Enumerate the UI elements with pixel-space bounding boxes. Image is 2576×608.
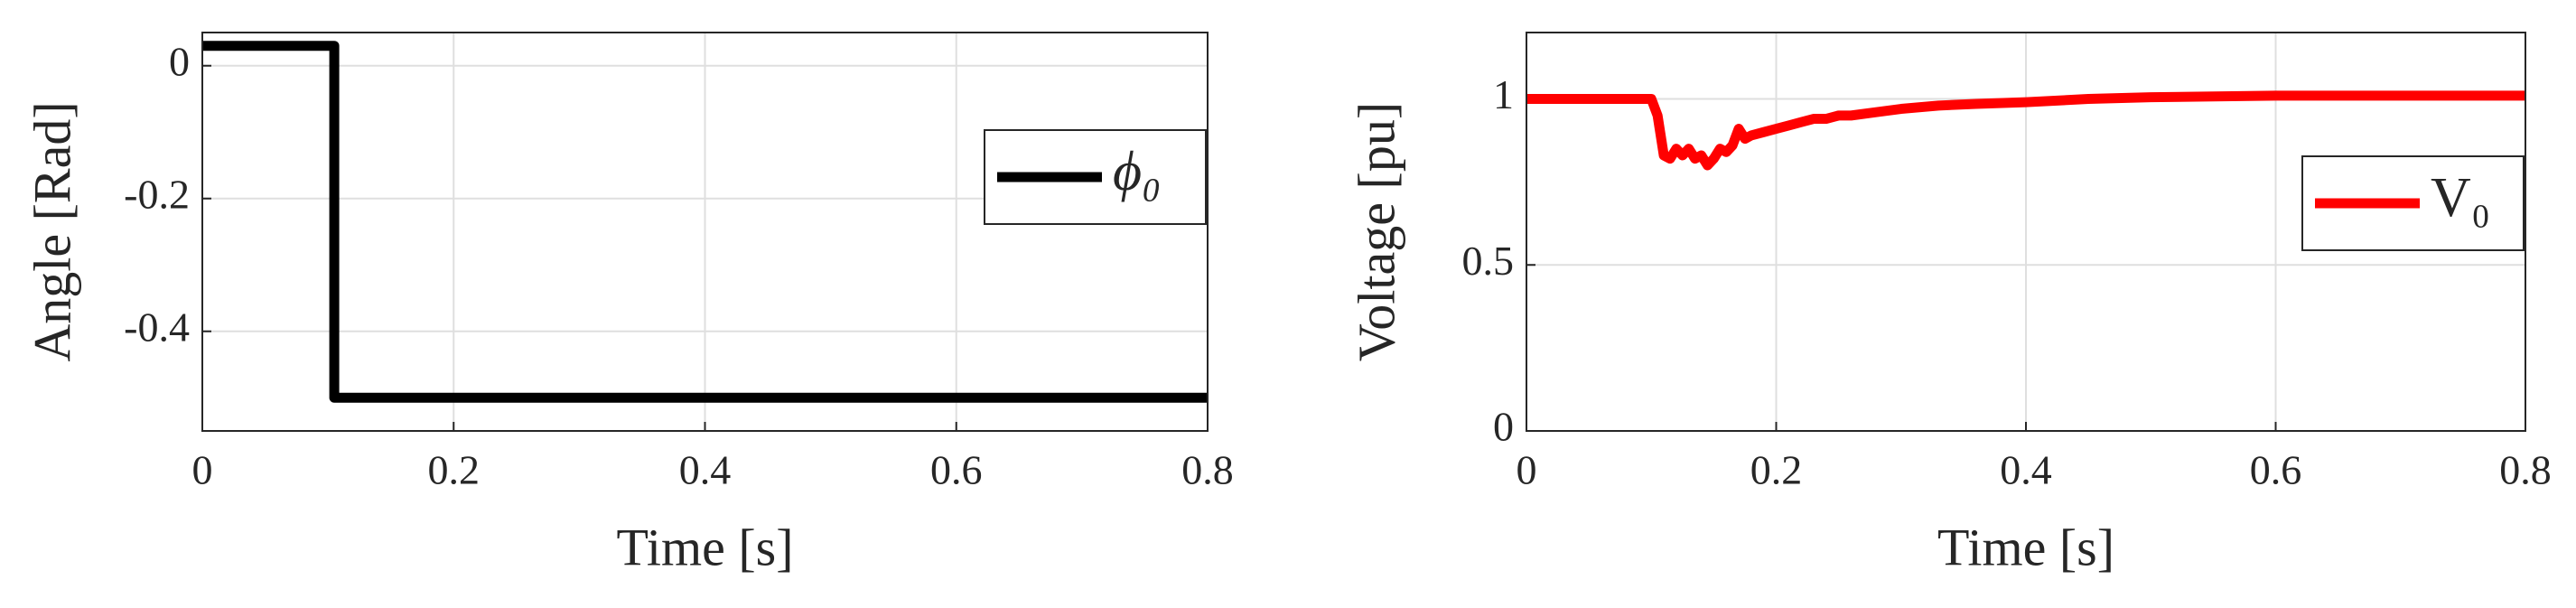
data-line: [202, 41, 1208, 403]
y-axis-label: Angle [Rad]: [23, 101, 81, 361]
axes-box: [201, 32, 1209, 432]
x-tick-label: 0: [192, 447, 213, 493]
x-tick-label: 0.8: [2499, 447, 2552, 493]
x-tick-label: 0.4: [2000, 447, 2052, 493]
x-tick-label: 0.6: [930, 447, 983, 493]
axes-box: [1526, 32, 2526, 432]
y-tick-label: 0.5: [1462, 238, 1515, 284]
x-tick-label: 0.6: [2250, 447, 2302, 493]
y-tick-label: 1: [1493, 71, 1514, 117]
x-tick-label: 0.2: [1750, 447, 1803, 493]
data-line: [1526, 90, 2525, 171]
x-tick-label: 0: [1517, 447, 1537, 493]
legend-label: V₀: [2431, 167, 2490, 229]
x-tick-label: 0.4: [679, 447, 732, 493]
legend-label: ϕ₀: [1113, 141, 1162, 202]
y-tick-label: 0: [1493, 404, 1514, 450]
y-tick-label: -0.4: [124, 304, 190, 350]
y-axis-label: Voltage [pu]: [1347, 102, 1405, 361]
x-tick-label: 0.2: [428, 447, 481, 493]
y-tick-label: -0.2: [124, 171, 190, 217]
y-tick-label: 0: [169, 38, 190, 84]
x-axis-label: Time [s]: [1937, 518, 2114, 576]
x-axis-label: Time [s]: [616, 518, 793, 576]
x-tick-label: 0.8: [1181, 447, 1234, 493]
